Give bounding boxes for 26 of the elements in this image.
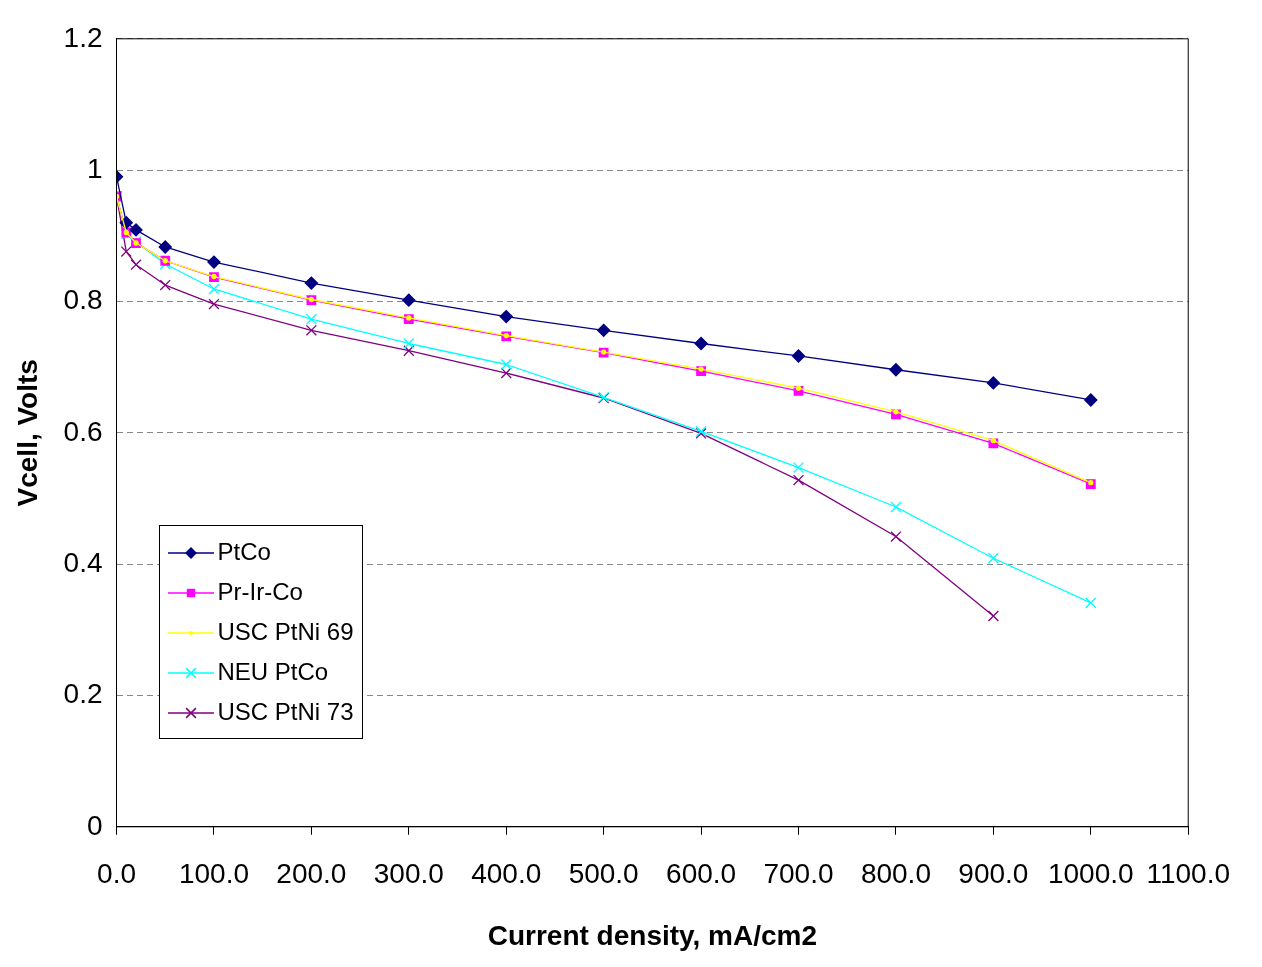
x-tick-label: 400.0 <box>471 858 542 890</box>
y-tick-label: 0.6 <box>63 415 103 447</box>
x-axis-title: Current density, mA/cm2 <box>487 919 818 951</box>
y-tick-label: 1.2 <box>63 21 103 53</box>
x-tick-label: 300.0 <box>373 858 444 890</box>
legend-label: NEU PtCo <box>217 657 329 685</box>
y-axis-title: Vcell, Volts <box>11 359 43 507</box>
x-tick-label: 0.0 <box>97 858 136 890</box>
x-tick-label: 500.0 <box>568 858 639 890</box>
x-tick-label: 800.0 <box>860 858 931 890</box>
y-tick-label: 0.4 <box>63 546 103 578</box>
legend-label: USC PtNi 73 <box>217 697 354 725</box>
x-tick-label: 1000.0 <box>1047 858 1134 890</box>
legend-label: Pr-Ir-Co <box>217 577 303 605</box>
y-tick-label: 1 <box>86 152 103 184</box>
x-tick-label: 100.0 <box>178 858 249 890</box>
legend-label: PtCo <box>217 537 271 565</box>
x-tick-label: 1100.0 <box>1146 858 1230 890</box>
x-tick-label: 200.0 <box>276 858 347 890</box>
x-tick-label: 600.0 <box>666 858 737 890</box>
x-tick-label: 900.0 <box>958 858 1029 890</box>
y-tick-label: 0 <box>86 809 103 841</box>
y-tick-label: 0.8 <box>63 284 103 316</box>
y-tick-label: 0.2 <box>63 678 103 710</box>
legend-label: USC PtNi 69 <box>217 617 354 645</box>
x-tick-label: 700.0 <box>763 858 834 890</box>
